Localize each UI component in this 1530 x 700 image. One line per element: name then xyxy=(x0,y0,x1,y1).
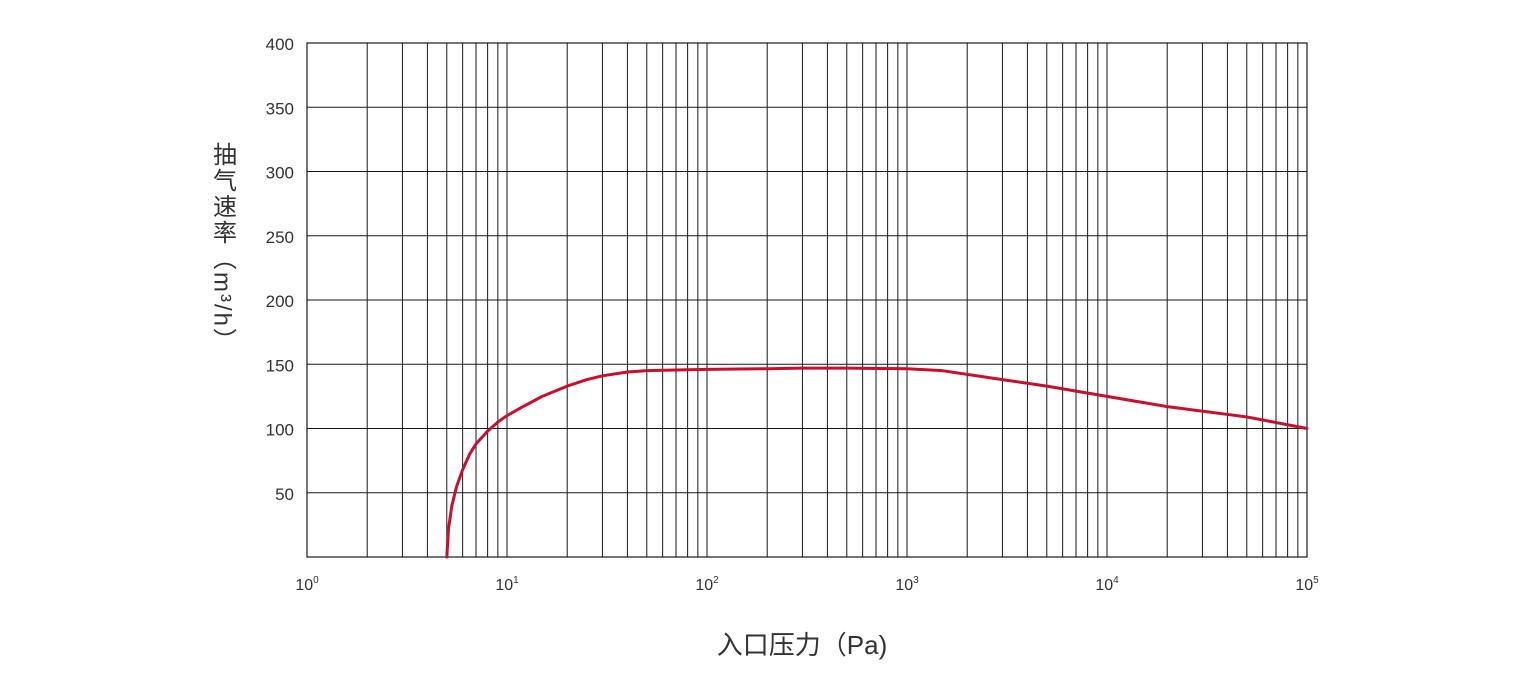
y-tick-label: 50 xyxy=(275,485,294,504)
y-tick-label: 300 xyxy=(266,164,294,183)
y-tick-label: 250 xyxy=(266,228,294,247)
x-tick-label: 100 xyxy=(295,575,319,594)
y-tick-labels: 50 100 150 200 250 300 350 400 xyxy=(266,35,294,504)
y-tick-label: 400 xyxy=(266,35,294,54)
x-tick-label: 103 xyxy=(895,575,919,594)
x-tick-label: 102 xyxy=(695,575,719,594)
plot-frame xyxy=(306,42,1308,558)
y-tick-label: 100 xyxy=(266,421,294,440)
grid-lines xyxy=(307,42,1307,557)
x-tick-label: 104 xyxy=(1095,575,1119,594)
x-tick-labels: 100 101 102 103 104 105 xyxy=(295,575,1319,594)
x-tick-label: 101 xyxy=(495,575,519,594)
x-tick-label: 105 xyxy=(1295,575,1319,594)
y-axis-label: 抽气速率（m³/h） xyxy=(209,142,237,354)
y-tick-label: 350 xyxy=(266,99,294,118)
y-tick-label: 150 xyxy=(266,356,294,375)
y-tick-label: 200 xyxy=(266,292,294,311)
series-line xyxy=(445,366,1309,559)
x-axis-label: 入口压力（Pa) xyxy=(717,630,887,660)
